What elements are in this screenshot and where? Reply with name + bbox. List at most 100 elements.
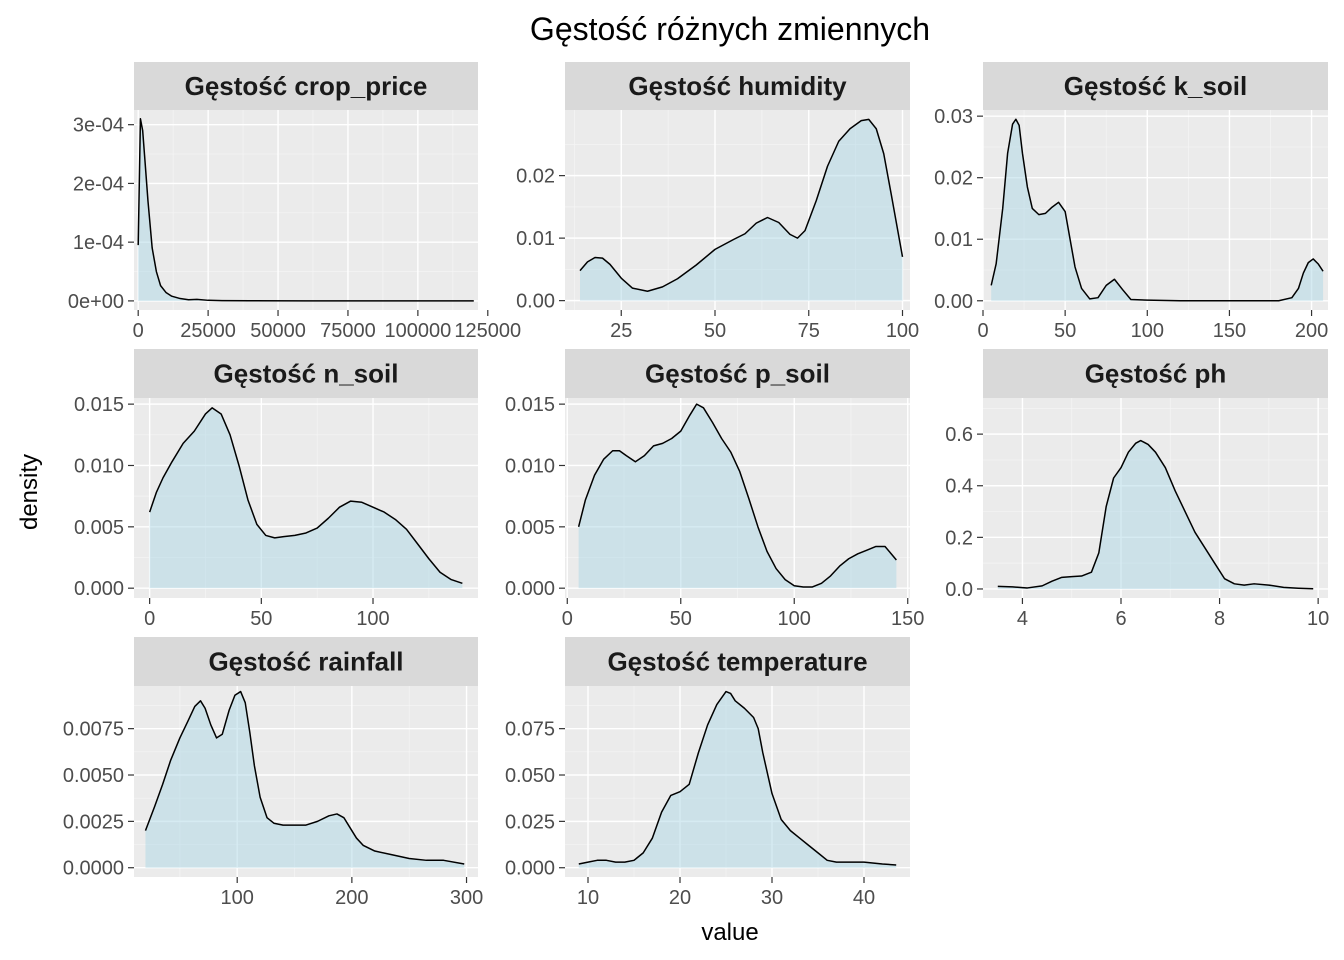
density-area [997,440,1314,589]
facet-strip [983,62,1328,110]
density-line [578,690,897,866]
y-tick-label: 0.2 [945,527,973,549]
y-tick-label: 0.025 [505,811,555,833]
panel-4: Gęstość p_soil 0 50 100 150 0.000 0.005 0.010 0.… [505,349,924,630]
facet-strip-label: Gęstość crop_price [185,71,428,101]
facet-strip [134,349,478,398]
facet-strip [134,62,478,110]
facet-strip-label: Gęstość k_soil [1064,71,1248,101]
x-tick-label: 100 [221,887,254,909]
y-tick-label: 1e-04 [73,232,124,254]
panel-2: Gęstość k_soil 0 50 100 150 200 0.00 0.01 0.02 0.… [934,62,1328,342]
x-tick-label: 0 [562,608,573,630]
facet-strip [565,62,910,110]
x-tick-label: 75 [798,320,820,342]
y-tick-label: 0.005 [74,517,124,539]
x-tick-label: 30 [761,887,783,909]
x-tick-label: 8 [1214,608,1225,630]
density-area [991,119,1324,301]
x-tick-label: 20 [669,887,691,909]
y-tick-label: 0.02 [934,168,973,190]
y-tick-label: 0.0050 [63,765,124,787]
density-area [580,119,903,301]
x-tick-label: 100 [356,608,389,630]
y-tick-label: 0.000 [505,858,555,880]
y-tick-label: 0.03 [934,106,973,128]
x-tick-label: 200 [335,887,368,909]
y-tick-label: 0.050 [505,765,555,787]
x-tick-label: 200 [1295,320,1328,342]
x-tick-label: 10 [1307,608,1329,630]
density-area [578,404,897,589]
y-tick-label: 0.02 [516,166,555,188]
x-tick-label: 150 [891,608,924,630]
x-tick-label: 50 [1054,320,1076,342]
density-line [137,118,474,302]
y-tick-label: 0.0075 [63,719,124,741]
density-line [990,118,1324,302]
chart-title: Gęstość różnych zmiennych [530,11,930,47]
y-tick-label: 3e-04 [73,115,124,137]
x-tick-label: 50 [250,608,272,630]
x-tick-label: 100 [1131,320,1164,342]
y-tick-label: 0.075 [505,719,555,741]
panel-0: Gęstość crop_price 0 25000 50000 75000 100000… [68,62,521,342]
x-tick-label: 50000 [250,320,306,342]
facet-strip-label: Gęstość humidity [628,71,847,101]
facet-strip-label: Gęstość rainfall [208,647,403,677]
y-axis-title: density [16,454,43,530]
y-tick-label: 0.015 [74,394,124,416]
y-tick-label: 0.00 [516,291,555,313]
y-tick-label: 0.0 [945,579,973,601]
x-tick-label: 40 [853,887,875,909]
x-tick-label: 125000 [454,320,521,342]
panel-3: Gęstość n_soil 0 50 100 0.000 0.005 0.010 0.015 [74,349,478,630]
y-tick-label: 0.000 [505,578,555,600]
density-line [144,690,465,865]
facet-strip [983,349,1328,398]
y-tick-label: 0.0000 [63,858,124,880]
x-tick-label: 4 [1017,608,1028,630]
x-tick-label: 100 [886,320,919,342]
facet-strip-label: Gęstość n_soil [214,359,399,389]
y-tick-label: 0.01 [934,229,973,251]
y-tick-label: 0.4 [945,476,973,498]
facet-strip [134,637,478,686]
facet-strip-label: Gęstość p_soil [645,359,830,389]
x-tick-label: 10 [577,887,599,909]
facet-strip-label: Gęstość ph [1085,359,1227,389]
panel-5: Gęstość ph 4 6 8 10 0.0 0.2 0.4 0.6 [945,349,1329,630]
x-tick-label: 0 [977,320,988,342]
x-tick-label: 0 [133,320,144,342]
x-tick-label: 150 [1213,320,1246,342]
y-tick-label: 0.00 [934,291,973,313]
x-tick-label: 25 [610,320,632,342]
x-tick-label: 6 [1115,608,1126,630]
facet-strip [565,349,910,398]
x-tick-label: 50 [670,608,692,630]
y-tick-label: 0.010 [505,455,555,477]
facet-strip-label: Gęstość temperature [607,647,867,677]
y-tick-label: 0e+00 [68,291,124,313]
density-line [577,403,897,588]
facet-panels: Gęstość crop_price 0 25 0 0 0 50000 75000 100000… [63,62,1329,909]
y-tick-label: 0.0025 [63,811,124,833]
x-tick-label: 0 [144,608,155,630]
density-line [148,407,463,584]
y-tick-label: 0.010 [74,455,124,477]
density-area [145,691,465,868]
x-tick-label: 50 [704,320,726,342]
x-tick-label: 100000 [384,320,451,342]
y-tick-label: 0.000 [74,578,124,600]
x-tick-label: 75000 [320,320,376,342]
y-tick-label: 0.01 [516,228,555,250]
x-tick-label: 100 [778,608,811,630]
y-tick-label: 0.015 [505,394,555,416]
panel-6: Gęstość rainfall 100 200 300 0.0000 0.0025 0.0… [63,637,483,909]
facet-strip [565,637,910,686]
density-area [149,407,463,589]
density-line [579,118,904,292]
x-tick-label: 300 [450,887,483,909]
x-axis-title: value [701,919,758,946]
